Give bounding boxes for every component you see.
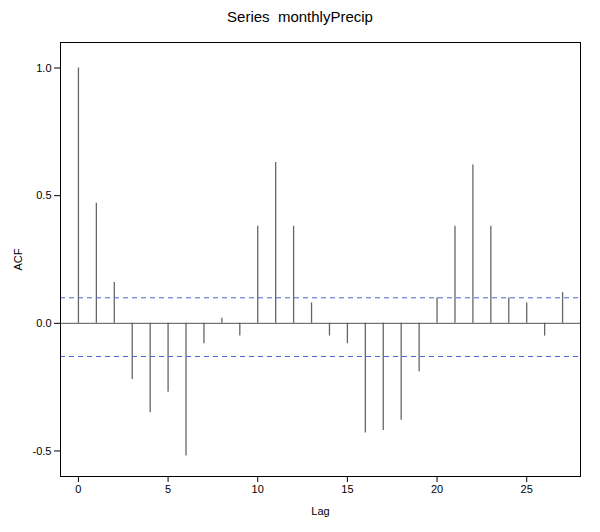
svg-text:20: 20 [431, 483, 443, 495]
svg-text:25: 25 [521, 483, 533, 495]
svg-text:5: 5 [165, 483, 171, 495]
svg-text:Lag: Lag [311, 505, 329, 517]
html-text:Series monthlyPrecip: Series monthlyPrecip [227, 8, 373, 25]
svg-text:0.0: 0.0 [36, 317, 51, 329]
svg-text:ACF: ACF [12, 248, 24, 270]
svg-text:15: 15 [341, 483, 353, 495]
svg-text:0.5: 0.5 [36, 189, 51, 201]
svg-text:-0.5: -0.5 [33, 444, 52, 456]
svg-text:10: 10 [252, 483, 264, 495]
svg-text:0: 0 [75, 483, 81, 495]
svg-text:1.0: 1.0 [36, 62, 51, 74]
